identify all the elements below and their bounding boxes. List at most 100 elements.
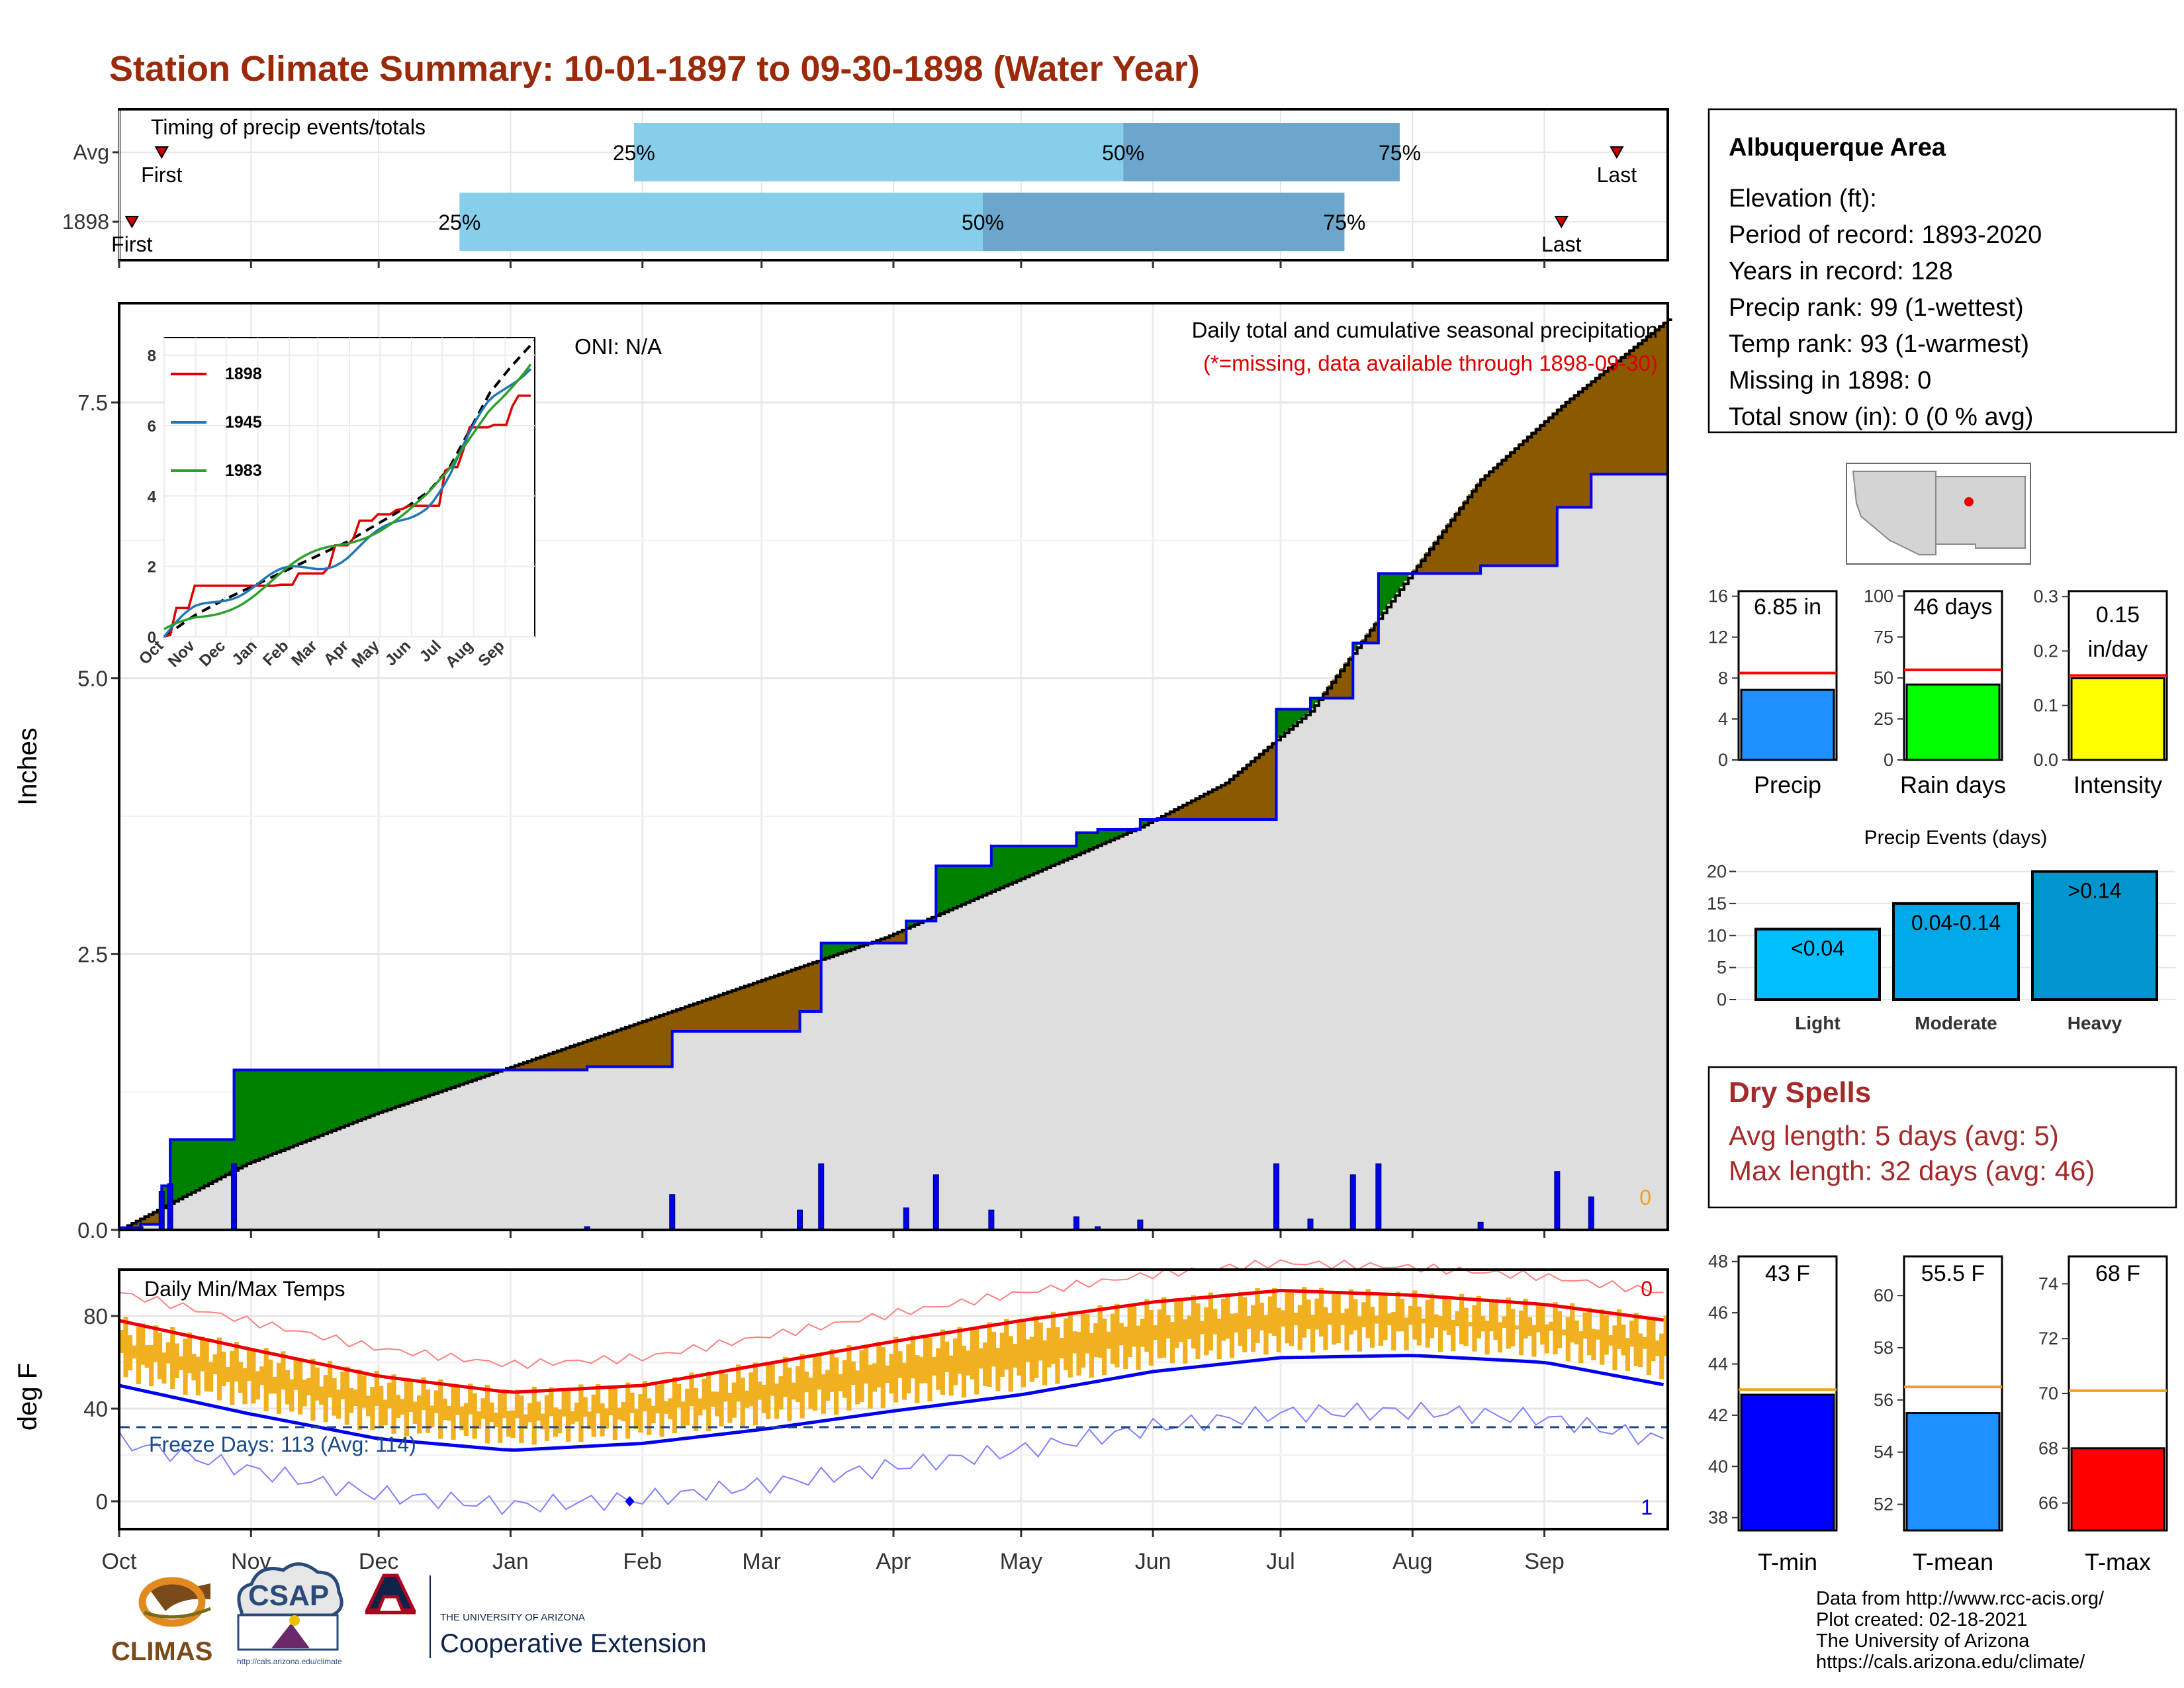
above-average-fill: [195, 1139, 201, 1190]
daily-temp-range-bar: [1191, 1295, 1197, 1349]
daily-temp-range-bar: [766, 1363, 771, 1419]
temp-bar-tick-label: 58: [1874, 1338, 1893, 1358]
daily-temp-range-bar: [1348, 1289, 1354, 1335]
below-average-fill: [1600, 373, 1605, 475]
precip-events-title: Precip Events (days): [1864, 827, 2048, 849]
below-average-fill: [1437, 534, 1443, 574]
daily-temp-range-bar: [463, 1403, 469, 1436]
above-average-fill: [187, 1139, 192, 1194]
timing-row-label: Avg: [73, 140, 109, 164]
above-average-fill: [391, 1070, 396, 1107]
daily-temp-range-bar: [1651, 1319, 1656, 1362]
daily-temp-range-bar: [468, 1383, 473, 1415]
daily-precip-bar: [167, 1183, 173, 1231]
below-average-fill: [1646, 335, 1651, 475]
above-average-fill: [336, 1070, 341, 1129]
below-average-fill: [1472, 488, 1477, 574]
daily-temp-range-bar: [204, 1340, 209, 1392]
daily-temp-range-bar: [799, 1354, 805, 1419]
below-average-fill: [1604, 369, 1609, 475]
above-average-fill: [957, 866, 962, 906]
daily-temp-range-bar: [438, 1379, 443, 1439]
temp-bar-tick-label: 40: [1708, 1456, 1728, 1476]
last-event-marker: [1554, 216, 1569, 229]
above-average-fill: [246, 1070, 251, 1163]
daily-temp-range-bar: [596, 1383, 601, 1414]
daily-temp-range-bar: [940, 1329, 945, 1395]
below-average-fill: [1327, 685, 1332, 698]
station-location-dot: [1964, 497, 1974, 506]
daily-temp-range-bar: [587, 1411, 592, 1430]
above-average-fill: [1034, 846, 1039, 872]
above-average-fill: [1046, 846, 1052, 867]
daily-temp-range-bar: [1216, 1318, 1222, 1360]
above-average-fill: [1281, 709, 1286, 735]
daily-precip-bar: [903, 1207, 909, 1231]
daily-temp-range-bar: [685, 1388, 690, 1426]
below-average-fill: [553, 1051, 558, 1070]
below-average-fill: [715, 996, 720, 1031]
station-detail-line: Years in record: 128: [1729, 258, 1953, 285]
footer-line-1: Data from http://www.rcc-acis.org/: [1816, 1588, 2105, 1609]
daily-temp-range-bar: [885, 1365, 890, 1383]
daily-temp-range-bar: [1344, 1308, 1349, 1350]
below-average-fill: [144, 1215, 150, 1225]
above-average-fill: [1306, 709, 1311, 714]
daily-temp-range-bar: [1157, 1309, 1162, 1358]
above-average-fill: [357, 1070, 363, 1120]
below-average-fill: [617, 1029, 622, 1067]
above-average-fill: [1140, 820, 1145, 826]
below-average-fill: [723, 992, 728, 1031]
below-average-fill: [693, 1003, 698, 1031]
below-average-fill: [702, 1000, 707, 1031]
daily-temp-range-bar: [510, 1410, 516, 1438]
precip-events-chart: Precip Events (days) 0 5 10 15 20 <0.04 Light 0.…: [1707, 827, 2175, 1033]
above-average-fill: [1021, 846, 1026, 878]
oni-label: ONI: N/A: [574, 334, 662, 359]
below-average-fill: [1416, 563, 1422, 574]
daily-temp-range-bar: [680, 1401, 686, 1427]
above-average-fill: [468, 1070, 473, 1081]
daily-temp-range-bar: [1527, 1317, 1533, 1336]
below-average-fill: [1510, 450, 1516, 566]
temp-bar-tick-label: 70: [2038, 1383, 2058, 1403]
daily-temp-range-bar: [170, 1327, 175, 1389]
daily-temp-range-bar: [1437, 1316, 1443, 1352]
above-average-fill: [395, 1070, 400, 1106]
daily-temp-range-bar: [540, 1413, 545, 1430]
daily-temp-range-bar: [1582, 1312, 1588, 1339]
daily-temp-range-bar: [876, 1342, 882, 1387]
temp-y-tick-label: 80: [83, 1304, 108, 1329]
daily-temp-range-bar: [838, 1374, 843, 1391]
daily-temp-range-bar: [919, 1356, 924, 1383]
daily-temp-range-bar: [1557, 1311, 1563, 1348]
below-average-fill: [897, 931, 903, 943]
daily-precip-bar: [818, 1163, 825, 1231]
below-average-fill: [596, 1037, 601, 1067]
daily-temp-range-bar: [1174, 1301, 1179, 1348]
first-event-label: First: [141, 163, 182, 187]
daily-temp-range-bar: [1442, 1295, 1447, 1331]
daily-temp-range-bar: [1638, 1333, 1643, 1368]
daily-temp-range-bar: [1595, 1329, 1600, 1340]
daily-temp-range-bar: [187, 1332, 193, 1374]
daily-temp-range-bar: [970, 1329, 975, 1380]
below-average-fill: [1595, 376, 1600, 475]
below-average-fill: [600, 1035, 605, 1067]
timing-heading: Timing of precip events/totals: [151, 115, 426, 139]
above-average-fill: [204, 1139, 209, 1185]
daily-temp-range-bar: [931, 1356, 937, 1376]
below-average-fill: [812, 962, 817, 1011]
below-average-fill: [1259, 752, 1264, 820]
daily-temp-range-bar: [872, 1363, 878, 1392]
daily-temp-range-bar: [544, 1395, 550, 1441]
daily-temp-range-bar: [149, 1344, 154, 1387]
above-average-fill: [995, 846, 1001, 889]
below-average-fill: [1433, 540, 1439, 574]
below-average-fill: [1544, 420, 1549, 566]
csap-url-text: http://cals.arizona.edu/climate: [237, 1657, 342, 1666]
daily-temp-range-bar: [745, 1390, 750, 1408]
daily-temp-range-bar: [693, 1387, 699, 1431]
freeze-days-label: Freeze Days: 113 (Avg: 114): [149, 1432, 416, 1456]
daily-temp-range-bar: [561, 1388, 567, 1417]
